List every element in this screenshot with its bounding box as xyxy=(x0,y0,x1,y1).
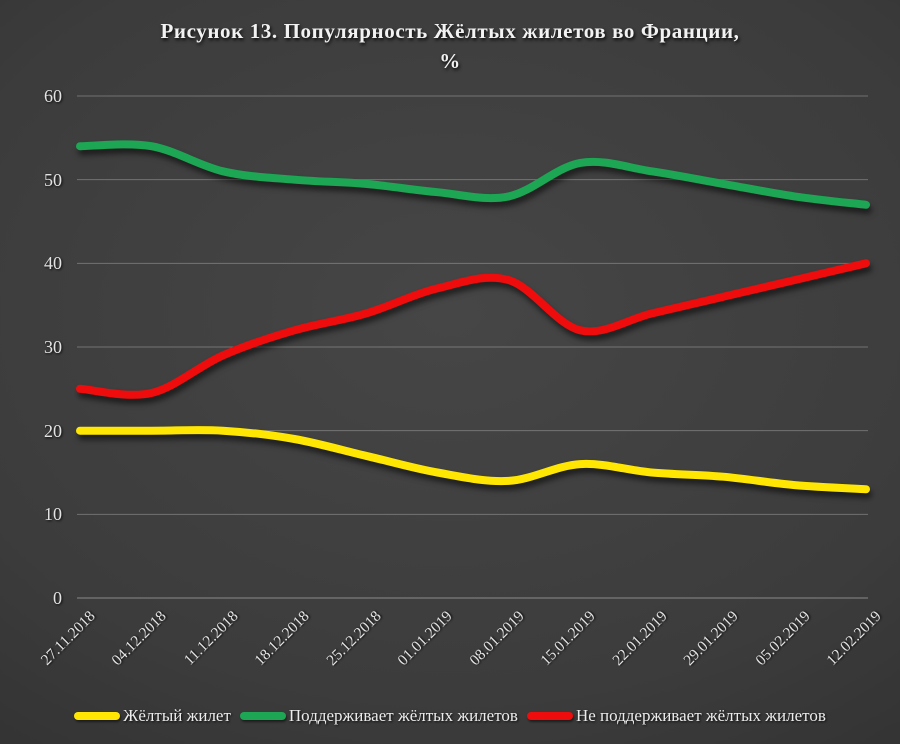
legend-swatch-not-supports xyxy=(526,712,573,720)
legend-label-not-supports: Не поддерживает жёлтых жилетов xyxy=(575,706,826,725)
y-tick-label: 20 xyxy=(44,420,62,441)
chart-title-line2: % xyxy=(439,49,461,73)
legend-item-yellow-vest: Жёлтый жилет xyxy=(74,706,231,726)
legend-swatch-yellow-vest xyxy=(74,712,121,720)
series-line-0 xyxy=(76,426,870,494)
series-line-2 xyxy=(76,259,870,399)
legend-swatch-supports xyxy=(239,712,286,720)
legend: Жёлтый жилет Поддерживает жёлтых жилетов… xyxy=(0,706,900,726)
legend-item-not-supports: Не поддерживает жёлтых жилетов xyxy=(526,706,826,726)
chart-title-line1: Рисунок 13. Популярность Жёлтых жилетов … xyxy=(160,19,740,43)
legend-label-supports: Поддерживает жёлтых жилетов xyxy=(288,706,518,725)
chart-title: Рисунок 13. Популярность Жёлтых жилетов … xyxy=(50,16,850,76)
y-tick-label: 50 xyxy=(44,169,62,190)
legend-label-yellow-vest: Жёлтый жилет xyxy=(123,706,231,725)
y-tick-label: 0 xyxy=(53,588,62,608)
y-tick-label: 40 xyxy=(44,253,62,274)
y-tick-label: 60 xyxy=(44,86,62,106)
y-tick-label: 10 xyxy=(44,504,62,525)
y-tick-label: 30 xyxy=(44,337,62,357)
series-line-1 xyxy=(76,140,870,209)
legend-item-supports: Поддерживает жёлтых жилетов xyxy=(239,706,518,726)
